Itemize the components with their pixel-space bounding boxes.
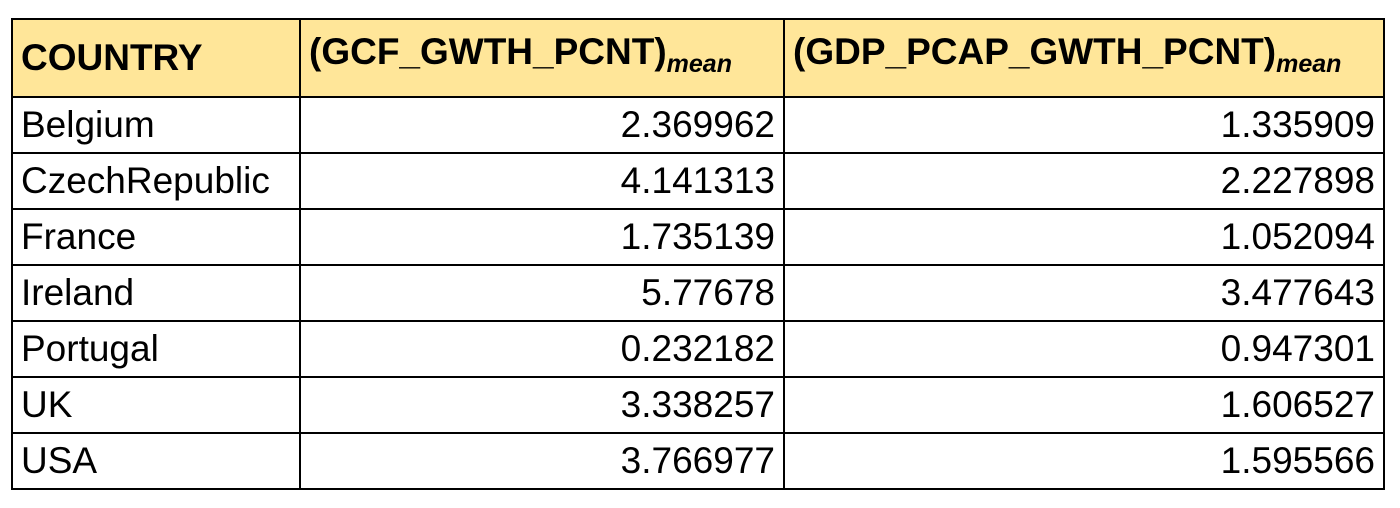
- table-row: Belgium 2.369962 1.335909: [11, 96, 1385, 154]
- cell-gdp-pcap-growth[interactable]: 0.947301: [783, 320, 1385, 378]
- cell-gdp-pcap-growth[interactable]: 1.606527: [783, 376, 1385, 434]
- table-row: France 1.735139 1.052094: [11, 208, 1385, 266]
- cell-country[interactable]: Belgium: [11, 96, 301, 154]
- cell-country[interactable]: Ireland: [11, 264, 301, 322]
- cell-country[interactable]: USA: [11, 432, 301, 490]
- spreadsheet-table-area: COUNTRY (GCF_GWTH_PCNT)mean (GDP_PCAP_GW…: [11, 18, 1385, 494]
- cell-gcf-growth[interactable]: 1.735139: [299, 208, 785, 266]
- cell-gcf-growth[interactable]: 3.338257: [299, 376, 785, 434]
- header-gcf-growth-label: (GCF_GWTH_PCNT): [309, 31, 667, 72]
- cell-gdp-pcap-growth[interactable]: 2.227898: [783, 152, 1385, 210]
- table-row: UK 3.338257 1.606527: [11, 376, 1385, 434]
- cell-gdp-pcap-growth[interactable]: 3.477643: [783, 264, 1385, 322]
- header-country-label: COUNTRY: [21, 37, 203, 78]
- header-gdp-pcap-growth-label: (GDP_PCAP_GWTH_PCNT): [793, 31, 1277, 72]
- cell-country[interactable]: Portugal: [11, 320, 301, 378]
- header-gcf-growth[interactable]: (GCF_GWTH_PCNT)mean: [299, 18, 785, 98]
- table-row: CzechRepublic 4.141313 2.227898: [11, 152, 1385, 210]
- cell-gdp-pcap-growth[interactable]: 1.595566: [783, 432, 1385, 490]
- cell-gdp-pcap-growth[interactable]: 1.335909: [783, 96, 1385, 154]
- cell-country[interactable]: UK: [11, 376, 301, 434]
- header-gdp-pcap-growth[interactable]: (GDP_PCAP_GWTH_PCNT)mean: [783, 18, 1385, 98]
- header-gdp-pcap-growth-subscript: mean: [1276, 50, 1342, 78]
- cell-gcf-growth[interactable]: 5.77678: [299, 264, 785, 322]
- cell-gdp-pcap-growth[interactable]: 1.052094: [783, 208, 1385, 266]
- cell-gcf-growth[interactable]: 3.766977: [299, 432, 785, 490]
- cell-gcf-growth[interactable]: 0.232182: [299, 320, 785, 378]
- header-country[interactable]: COUNTRY: [11, 18, 301, 98]
- cell-country[interactable]: France: [11, 208, 301, 266]
- table-row: Portugal 0.232182 0.947301: [11, 320, 1385, 378]
- table-row: USA 3.766977 1.595566: [11, 432, 1385, 490]
- cell-gcf-growth[interactable]: 2.369962: [299, 96, 785, 154]
- cell-gcf-growth[interactable]: 4.141313: [299, 152, 785, 210]
- table-row: Ireland 5.77678 3.477643: [11, 264, 1385, 322]
- cell-country[interactable]: CzechRepublic: [11, 152, 301, 210]
- country-growth-table: COUNTRY (GCF_GWTH_PCNT)mean (GDP_PCAP_GW…: [11, 18, 1385, 490]
- table-body: Belgium 2.369962 1.335909 CzechRepublic 4.14…: [11, 96, 1385, 490]
- header-gcf-growth-subscript: mean: [666, 50, 732, 78]
- header-row: COUNTRY (GCF_GWTH_PCNT)mean (GDP_PCAP_GW…: [11, 18, 1385, 98]
